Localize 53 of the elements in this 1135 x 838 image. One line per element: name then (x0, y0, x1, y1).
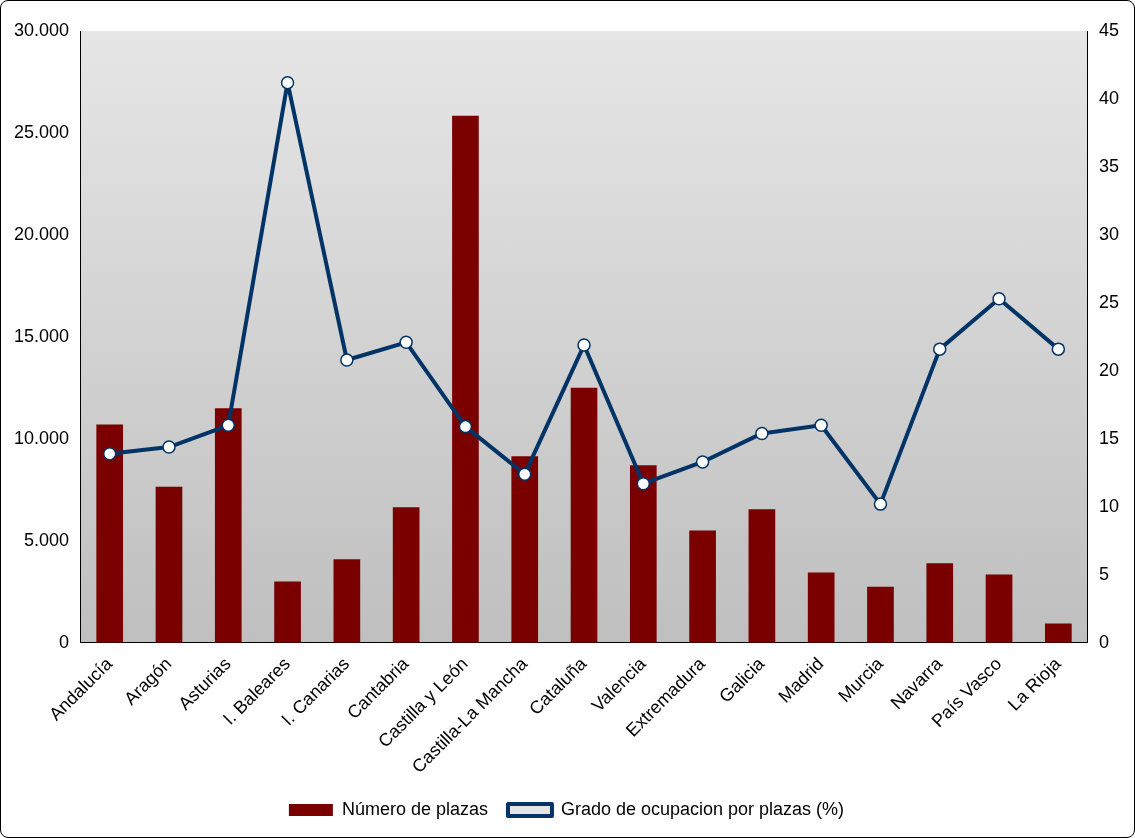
bar (867, 586, 894, 643)
y2-tick-label: 15 (1098, 427, 1120, 448)
legend-label: Número de plazas (341, 798, 488, 819)
bar (1044, 623, 1072, 643)
y-tick-label: 30.000 (13, 19, 70, 40)
point (992, 292, 1006, 306)
point (221, 418, 236, 433)
point (399, 335, 413, 350)
point (695, 455, 710, 469)
point (814, 418, 828, 433)
y2-tick-label: 5 (1098, 563, 1109, 584)
point (755, 426, 769, 441)
bar (629, 465, 657, 643)
y2-tick-label: 0 (1098, 631, 1109, 652)
bar (155, 486, 183, 643)
y2-tick-label: 10 (1098, 495, 1120, 516)
bar (807, 572, 835, 643)
point (1051, 342, 1066, 356)
y2-tick-label: 35 (1098, 155, 1120, 176)
y2-tick-label: 30 (1098, 223, 1120, 244)
bar (274, 581, 301, 643)
point (933, 342, 947, 356)
y-tick-label: 20.000 (13, 223, 70, 244)
y-tick-label: 0 (59, 631, 70, 652)
bar (392, 507, 420, 643)
bar (689, 530, 716, 643)
point (577, 338, 591, 352)
y2-tick-label: 40 (1098, 87, 1120, 108)
bar (214, 408, 242, 643)
point (340, 353, 354, 367)
y-tick-label: 10.000 (13, 427, 70, 448)
bar (96, 424, 124, 643)
point (102, 447, 117, 461)
y2-tick-label: 45 (1098, 19, 1120, 40)
bar (926, 563, 954, 643)
y-tick-label: 15.000 (13, 325, 70, 346)
point (517, 467, 532, 481)
bar (452, 115, 479, 643)
bar (748, 509, 776, 643)
bar (985, 574, 1013, 643)
bar (511, 456, 539, 643)
y2-tick-label: 20 (1098, 359, 1120, 380)
point (280, 75, 295, 90)
point (162, 440, 176, 454)
point (873, 497, 888, 511)
y-tick-label: 5.000 (24, 529, 70, 550)
point (458, 419, 473, 434)
y2-tick-label: 25 (1098, 291, 1120, 312)
y-tick-label: 25.000 (13, 121, 70, 142)
point (636, 476, 651, 491)
bar (333, 559, 361, 643)
legend-label: Grado de ocupacion por plazas (%) (560, 798, 845, 819)
bar (570, 387, 598, 643)
